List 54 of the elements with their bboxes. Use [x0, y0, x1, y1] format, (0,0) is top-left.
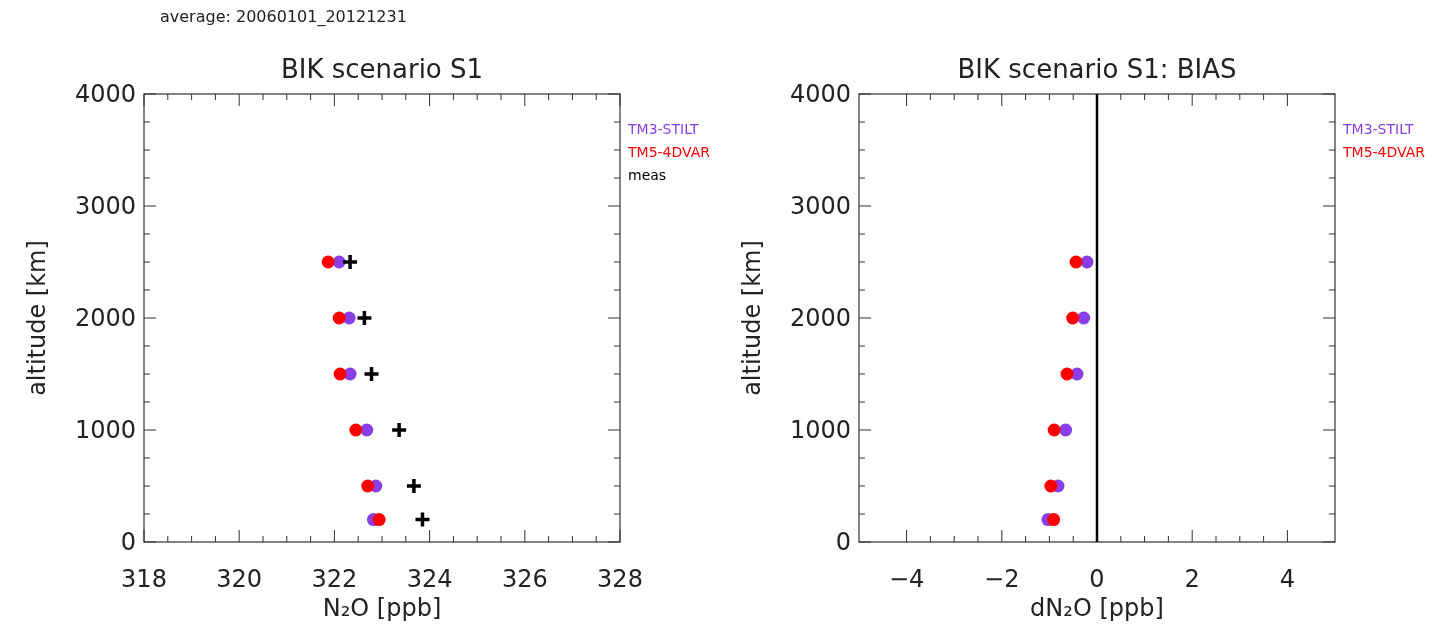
- x-tick-label: 0: [1089, 565, 1105, 593]
- point: [333, 367, 347, 381]
- x-tick-label: 326: [501, 565, 548, 593]
- point: [341, 253, 359, 271]
- point: [360, 423, 374, 437]
- point: [361, 479, 375, 493]
- x-tick-label: 4: [1279, 565, 1296, 593]
- y-tick-label: 4000: [74, 80, 136, 108]
- x-axis-title: N₂O [ppb]: [322, 594, 442, 622]
- x-tick-label: 328: [597, 565, 643, 593]
- point: [1047, 423, 1061, 437]
- x-tick-label: −4: [888, 565, 925, 593]
- point: [321, 255, 335, 269]
- point: [1066, 311, 1080, 325]
- point: [332, 311, 346, 325]
- point: [1047, 513, 1061, 527]
- point: [1059, 423, 1073, 437]
- y-tick-label: 3000: [74, 192, 136, 220]
- text: TM5-4DVAR: [1342, 144, 1426, 160]
- y-tick-label: 2000: [74, 304, 136, 332]
- y-axis-title: altitude [km]: [23, 240, 51, 396]
- text: meas: [628, 167, 667, 183]
- point: [1060, 367, 1074, 381]
- x-tick-label: −2: [984, 565, 1020, 593]
- point: [390, 421, 408, 439]
- y-tick-label: 0: [835, 528, 851, 556]
- y-tick-label: 4000: [789, 80, 851, 108]
- x-tick-label: 324: [406, 565, 453, 593]
- point: [413, 510, 432, 529]
- point: [1044, 479, 1058, 493]
- chart-title: BIK scenario S1: [280, 54, 484, 84]
- x-tick-label: 2: [1184, 565, 1200, 593]
- point: [355, 309, 374, 327]
- point: [362, 365, 381, 383]
- chart-title: BIK scenario S1: BIAS: [957, 54, 1237, 84]
- text: TM5-4DVAR: [627, 144, 711, 160]
- point: [372, 513, 386, 527]
- x-tick-label: 320: [216, 565, 263, 593]
- point: [349, 423, 363, 437]
- text: TM3-STILT: [627, 121, 700, 137]
- y-tick-label: 1000: [74, 416, 136, 444]
- y-axis-title: altitude [km]: [738, 240, 766, 396]
- point: [1077, 311, 1091, 325]
- y-tick-label: 1000: [789, 416, 851, 444]
- text: average: 20060101_20121231: [160, 7, 407, 27]
- point: [1069, 255, 1083, 269]
- y-tick-label: 3000: [789, 192, 851, 220]
- y-tick-label: 0: [120, 528, 136, 556]
- x-tick-label: 322: [311, 565, 358, 593]
- x-tick-label: 318: [121, 565, 167, 593]
- x-axis-title: dN₂O [ppb]: [1030, 594, 1164, 622]
- y-tick-label: 2000: [789, 304, 851, 332]
- point: [405, 477, 423, 495]
- text: TM3-STILT: [1342, 121, 1415, 137]
